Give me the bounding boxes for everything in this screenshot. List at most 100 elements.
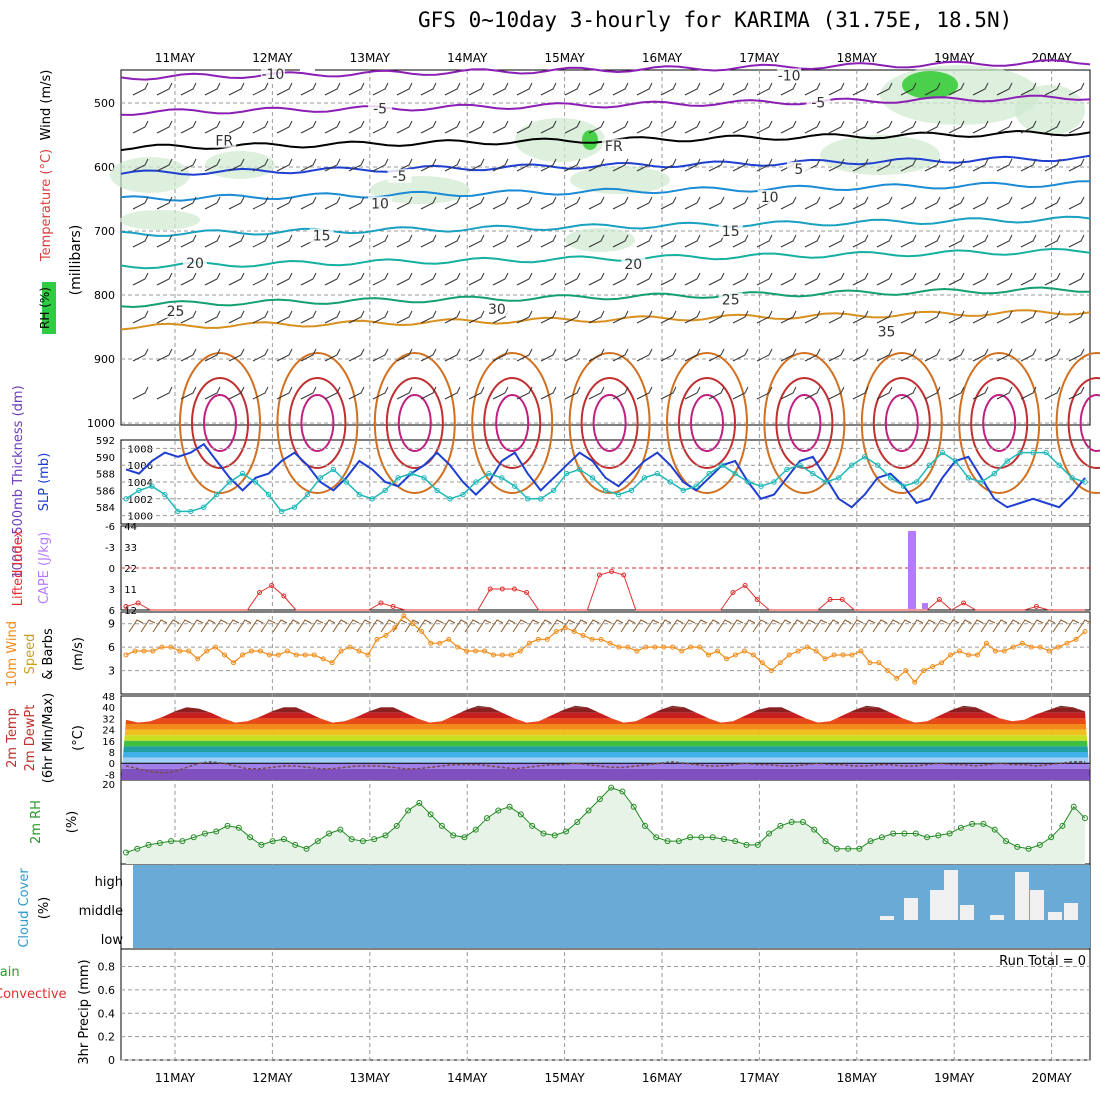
wind-barb — [540, 348, 557, 362]
wind-speed-point — [1055, 644, 1061, 650]
wind-barb — [276, 158, 293, 172]
wind-barb — [588, 196, 605, 210]
lifted-index-point — [511, 586, 517, 592]
wind-barb — [1044, 120, 1061, 134]
wind-barb — [660, 310, 677, 324]
isotherm-label-bg — [786, 161, 811, 176]
wind-speed-point — [365, 652, 371, 658]
surface-wind-barb — [728, 619, 744, 633]
rh2m-point — [709, 834, 716, 841]
wind-barb — [324, 196, 341, 210]
date-label-bottom: 12MAY — [252, 1071, 293, 1085]
wind-barb — [204, 272, 221, 286]
wind-barb — [348, 310, 365, 324]
surface-wind-barb — [884, 619, 900, 633]
wind-barb — [660, 120, 677, 134]
wind-barb — [612, 234, 629, 248]
rh2m-point — [495, 807, 502, 814]
thickness-point — [550, 487, 557, 494]
wind-barb — [660, 158, 677, 172]
wind-barb — [564, 120, 581, 134]
wind-barb — [540, 196, 557, 210]
thickness-point — [926, 462, 933, 468]
rh2m-point — [427, 811, 434, 818]
wind-barb — [948, 386, 965, 400]
rh2m-point — [845, 845, 852, 852]
wind-barb — [660, 234, 677, 248]
rh2m-point — [235, 824, 242, 831]
thickness-point — [732, 470, 738, 477]
rh2m-point — [980, 820, 987, 827]
temp-band — [121, 768, 1090, 780]
wind-barb — [948, 234, 965, 248]
wind-barb — [708, 386, 725, 400]
surface-wind-barb — [680, 619, 696, 633]
wind-barb — [588, 386, 605, 400]
dewpt2m-label: 2m DewPt — [23, 705, 38, 772]
thickness-point — [836, 475, 842, 481]
isotherm-label: 15 — [722, 224, 740, 240]
panel-frame-wd — [120, 611, 1091, 695]
wind-barb — [660, 196, 677, 210]
panel-frame-ua — [120, 69, 1091, 426]
wind-barb — [1044, 196, 1061, 210]
wind-barb — [804, 348, 821, 362]
wind-barb — [324, 348, 341, 362]
wind-barb — [900, 348, 917, 362]
wind-barb — [756, 272, 773, 286]
wind-speed-point — [795, 648, 801, 654]
wind-speed-point — [410, 621, 416, 627]
rh2m-point — [630, 803, 637, 810]
wind-barb — [564, 310, 581, 324]
temp-band — [121, 746, 1090, 752]
wind-barb — [876, 310, 893, 324]
run-total-label: Run Total = 0 — [999, 954, 1086, 969]
lifted-index-point — [936, 597, 942, 602]
rh2m-point — [484, 815, 491, 822]
boundary-layer-contour — [495, 394, 530, 452]
rh2m-tick-label: 20 — [102, 780, 115, 791]
temp-tick-label: 24 — [102, 726, 115, 737]
wind-barb — [132, 234, 149, 248]
isotherm-label-bg — [777, 68, 802, 83]
cloud-bar — [990, 915, 1004, 920]
wind-speed-point — [383, 632, 389, 638]
wind-barb — [324, 120, 341, 134]
wind-speed-point — [1019, 640, 1025, 646]
thickness-point — [991, 470, 997, 477]
wind-speed-point — [741, 648, 747, 654]
isotherm-label: 10 — [371, 196, 389, 212]
isotherm-label-bg — [260, 67, 285, 82]
wind-barb — [444, 120, 461, 134]
wind-speed-point — [302, 652, 308, 658]
pressure-tick-label: 500 — [94, 97, 115, 110]
surface-wind-barb — [368, 619, 384, 633]
wind-barb — [1044, 348, 1061, 362]
wind-barb — [828, 272, 845, 286]
lifted-index-point — [390, 604, 396, 609]
wind-barb — [1020, 120, 1037, 134]
wind-barb — [732, 120, 749, 134]
wind-barb — [372, 82, 389, 96]
rh2m-point — [1036, 841, 1043, 848]
rh2m-point — [912, 830, 919, 837]
boundary-layer-contour — [884, 394, 919, 452]
wind-speed-point — [903, 668, 909, 674]
cloud-tick-label: low — [101, 933, 124, 948]
wind-barb — [804, 196, 821, 210]
wind-barb — [660, 386, 677, 400]
isotherm-label: -10 — [778, 68, 801, 84]
slp-tick-label: 1008 — [128, 444, 153, 455]
surface-wind-barb — [980, 619, 996, 633]
wind-barb — [156, 196, 173, 210]
boundary-layer-contour — [958, 352, 1041, 494]
wind-barb — [1020, 158, 1037, 172]
rh2m-point — [506, 803, 513, 810]
wind-barb — [156, 386, 173, 400]
wind-barb — [204, 386, 221, 400]
wind-speed-point — [482, 648, 488, 654]
wind-barb — [612, 158, 629, 172]
isotherm-label: -5 — [373, 102, 387, 118]
wind-speed-point — [374, 636, 380, 642]
wind-barb — [372, 386, 389, 400]
